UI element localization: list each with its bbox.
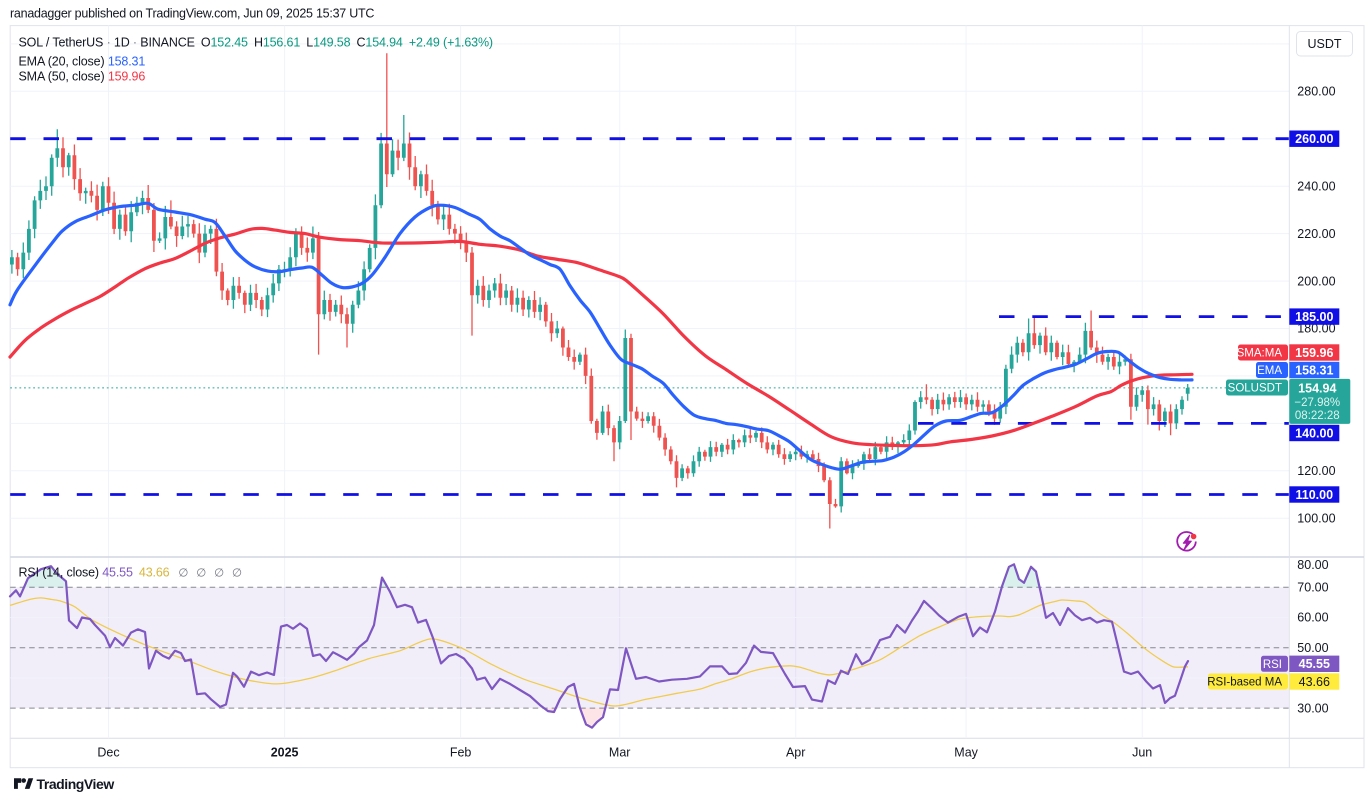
svg-text:08:22:28: 08:22:28 [1295,410,1340,422]
svg-text:45.55: 45.55 [1299,657,1330,671]
svg-text:Feb: Feb [450,746,472,760]
svg-text:110.00: 110.00 [1296,488,1334,502]
svg-text:ranadagger published on Tradin: ranadagger published on TradingView.com,… [10,7,374,21]
svg-text:SOLUSDT: SOLUSDT [1228,383,1282,395]
svg-text:120.00: 120.00 [1297,464,1335,478]
svg-text:280.00: 280.00 [1297,85,1335,99]
svg-text:43.66: 43.66 [1299,675,1330,689]
svg-text:−27.98%: −27.98% [1294,397,1340,409]
svg-text:80.00: 80.00 [1297,558,1328,572]
svg-text:Mar: Mar [609,746,631,760]
svg-text:RSI: RSI [1263,659,1282,671]
svg-text:140.00: 140.00 [1295,426,1333,440]
svg-text:180.00: 180.00 [1297,322,1335,336]
svg-text:SOL / TetherUS · 1D · BINANCE: SOL / TetherUS · 1D · BINANCE O152.45 H1… [19,36,493,50]
svg-text:100.00: 100.00 [1297,512,1335,526]
svg-text:SMA:MA: SMA:MA [1237,348,1283,360]
svg-text:159.96: 159.96 [1295,346,1333,360]
svg-text:30.00: 30.00 [1297,701,1328,715]
svg-text:240.00: 240.00 [1297,179,1335,193]
svg-text:Dec: Dec [97,746,119,760]
svg-text:SMA (50, close) 159.96: SMA (50, close) 159.96 [19,70,146,84]
svg-text:158.31: 158.31 [1295,363,1333,377]
svg-text:May: May [954,746,978,760]
svg-text:EMA (20, close) 158.31: EMA (20, close) 158.31 [19,55,146,69]
svg-text:Apr: Apr [786,746,805,760]
svg-text:RSI (14, close) 45.55 43.66∅∅∅: RSI (14, close) 45.55 43.66 ∅ ∅ ∅ ∅ [19,566,243,580]
svg-text:260.00: 260.00 [1295,132,1333,146]
svg-text:2025: 2025 [271,746,299,760]
svg-text:60.00: 60.00 [1297,611,1328,625]
svg-text:50.00: 50.00 [1297,641,1328,655]
svg-text:RSI-based MA: RSI-based MA [1207,677,1282,689]
svg-text:220.00: 220.00 [1297,227,1335,241]
svg-text:USDT: USDT [1307,37,1341,51]
svg-text:185.00: 185.00 [1295,310,1333,324]
svg-text:TradingView: TradingView [37,776,115,792]
svg-text:154.94: 154.94 [1298,382,1336,396]
svg-text:EMA: EMA [1257,365,1282,377]
svg-text:200.00: 200.00 [1297,274,1335,288]
svg-text:70.00: 70.00 [1297,581,1328,595]
svg-text:Jun: Jun [1132,746,1152,760]
